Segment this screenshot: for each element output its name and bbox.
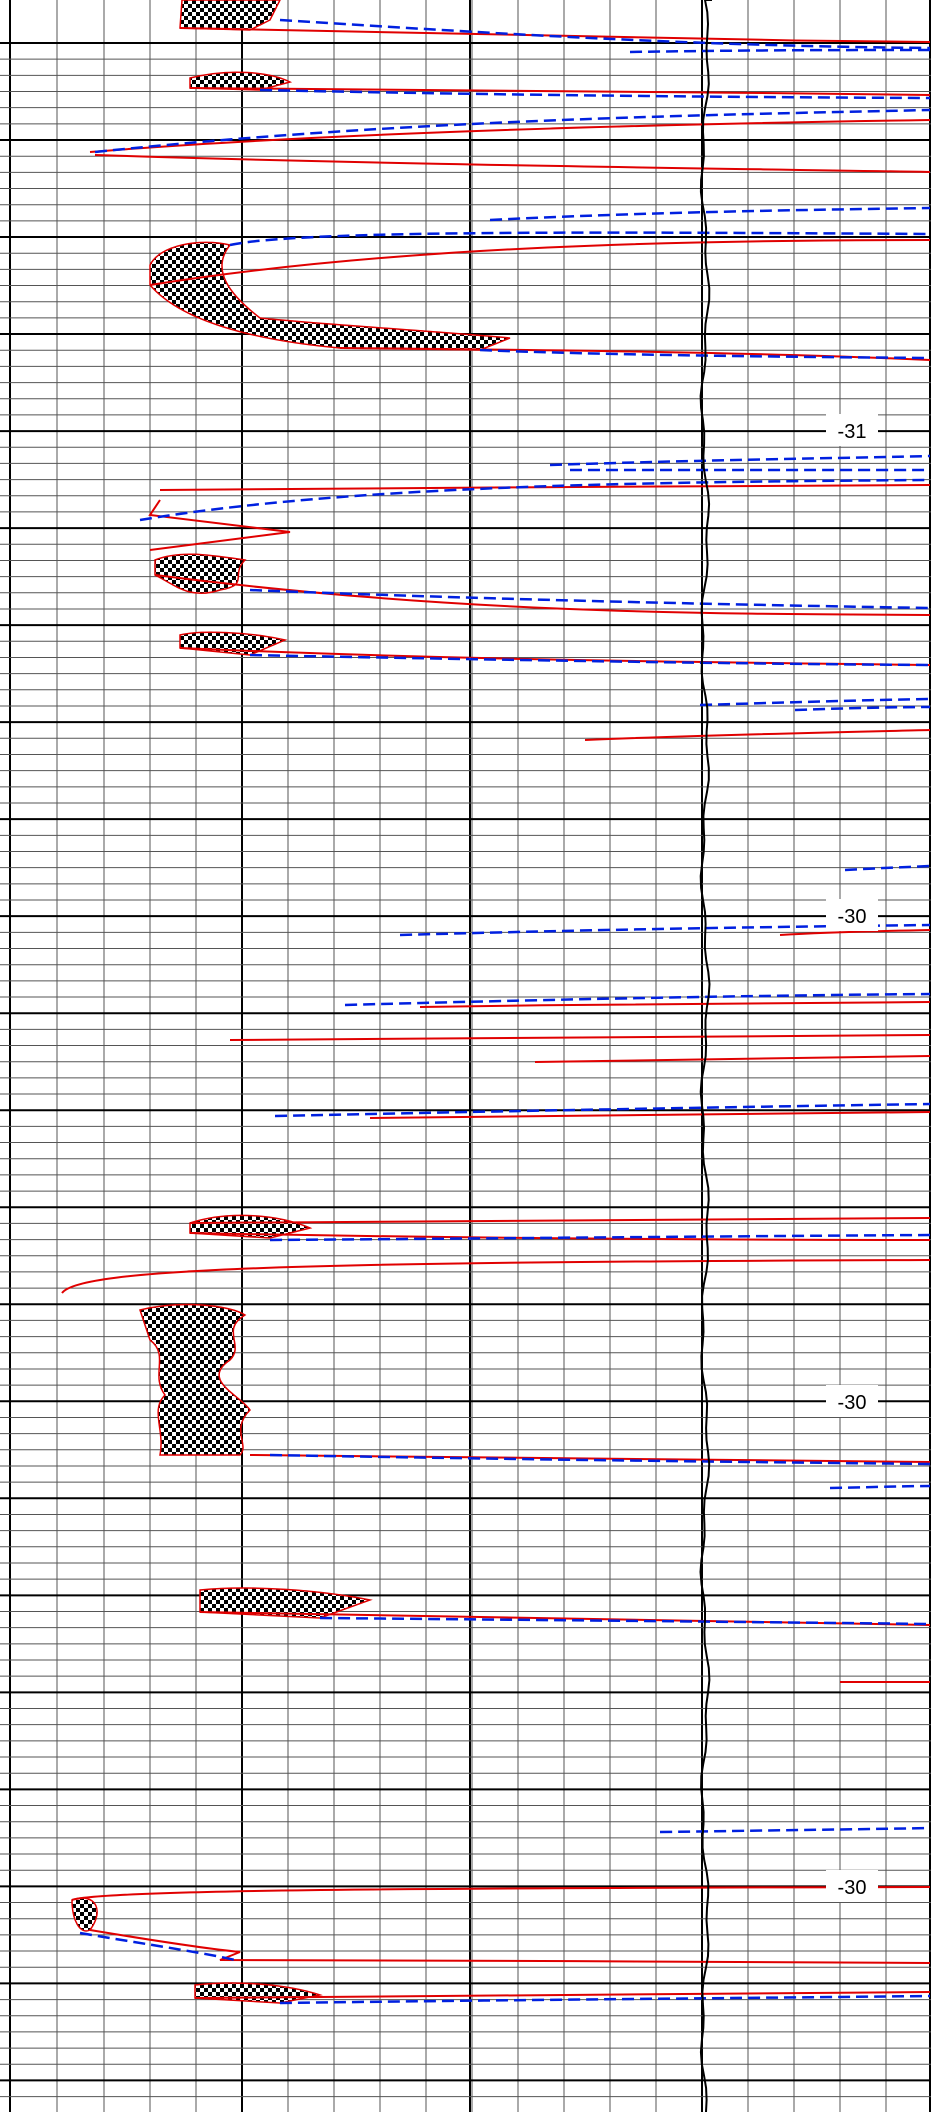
curve-dashed [659,1826,931,1834]
depth-label-bg [826,414,878,446]
curve-solid [199,1611,931,1626]
depth-label: -30 [838,1392,867,1414]
curve-solid [249,1454,931,1463]
curve-solid [159,484,931,491]
depth-label-bg [826,899,878,931]
depth-label-bg [826,1870,878,1902]
curve-dashed [269,1453,931,1466]
shaded-fill-area [139,1303,251,1456]
curve-solid [89,119,931,153]
curve-dashed [699,697,931,707]
curve-solid [189,87,931,96]
curve-solid [534,1055,931,1063]
curve-dashed [319,1616,931,1626]
depth-label: -31 [838,421,867,443]
curve-dashed [249,653,931,667]
reference-curve [699,0,712,2112]
curve-solid [779,929,931,936]
curve-dashed [139,478,931,522]
curve-dashed [549,454,931,467]
curve-dashed [274,1102,931,1118]
curve-dashed [79,1931,236,1962]
curve-dashed [249,588,931,610]
curve-dashed [794,705,931,712]
shaded-fill-area [189,71,293,91]
curve-solid [149,239,931,286]
shaded-fill-area [179,0,281,31]
curve-solid [154,574,931,616]
depth-labels: -31 -30 -30 -30 [826,414,878,1902]
curve-solid [189,1217,931,1224]
curve-dashed [829,1484,931,1490]
curve-dashed [489,206,931,222]
curve-dashed [269,1233,931,1242]
curve-traces [61,0,931,2112]
shaded-fill-area [71,1897,98,1932]
curve-dashed [279,18,931,50]
curve-dashed [629,48,931,54]
curve-solid [61,1259,931,1294]
curve-dashed [229,231,931,247]
curve-dashed [844,864,931,872]
shaded-fill-area [154,553,247,595]
curve-solid [584,729,931,741]
curve-dashed [279,1994,931,2005]
shaded-fill-area [149,241,511,351]
curve-dashed [259,88,931,100]
shaded-fill-area [199,1587,373,1619]
depth-label: -30 [838,906,867,928]
curve-solid [71,1886,931,1901]
curve-dashed [344,992,931,1007]
curve-dashed [479,348,931,360]
curve-solid [419,1001,931,1008]
curve-solid [369,1111,931,1119]
curve-solid [148,499,291,551]
curve-solid [94,154,931,173]
curve-solid [339,347,931,361]
curve-dashed [94,108,931,154]
curve-solid [194,1991,931,1999]
curve-dashed [399,923,931,937]
curve-solid [89,1929,931,1964]
depth-label-bg [826,1385,878,1417]
shaded-fill-area [189,1214,313,1239]
curve-solid [189,1232,931,1241]
curve-solid [229,1034,931,1041]
depth-label: -30 [838,1877,867,1899]
